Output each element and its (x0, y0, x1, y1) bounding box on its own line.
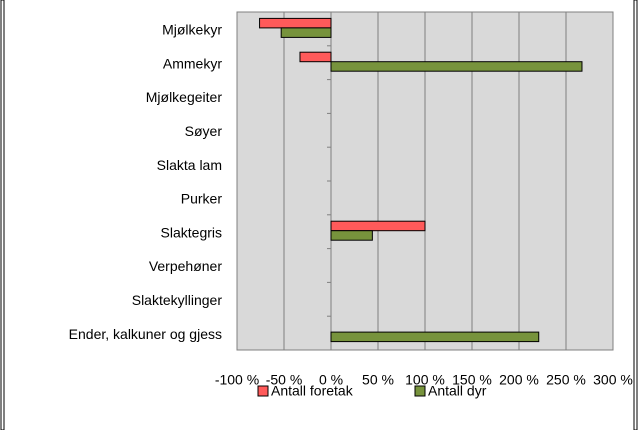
bar (259, 17, 332, 29)
bar (330, 230, 373, 241)
bar (330, 331, 540, 343)
frame-right (633, 0, 638, 430)
bar (280, 27, 332, 38)
x-tick-label: 50 % (362, 372, 394, 388)
y-tick-label: Søyer (185, 123, 223, 139)
legend-swatch (257, 385, 269, 397)
bar (330, 61, 583, 72)
legend-label: Antall dyr (428, 383, 487, 399)
x-tick-label: 250 % (546, 372, 586, 388)
bar (299, 51, 332, 63)
legend-swatch (414, 385, 426, 397)
x-tick-label: -100 % (215, 372, 259, 388)
y-tick-label: Ammekyr (163, 55, 222, 71)
y-tick-label: Verpehøner (149, 258, 222, 274)
y-tick-label: Mjølkegeiter (146, 89, 223, 105)
x-tick-label: 300 % (593, 372, 633, 388)
y-tick-label: Mjølkekyr (162, 22, 222, 38)
x-tick-label: 200 % (499, 372, 539, 388)
y-tick-label: Purker (181, 191, 223, 207)
x-tick-label: 150 % (452, 372, 492, 388)
frame-left (0, 0, 5, 430)
x-tick-label: -50 % (266, 372, 303, 388)
y-tick-label: Slakta lam (157, 157, 222, 173)
bar (330, 220, 426, 232)
legend-label: Antall foretak (271, 383, 354, 399)
y-tick-label: Ender, kalkuner og gjess (69, 326, 222, 342)
x-tick-label: 0 % (319, 372, 343, 388)
y-tick-label: Slaktegris (161, 224, 222, 240)
x-tick-label: 100 % (405, 372, 445, 388)
y-tick-label: Slaktekyllinger (132, 292, 223, 308)
